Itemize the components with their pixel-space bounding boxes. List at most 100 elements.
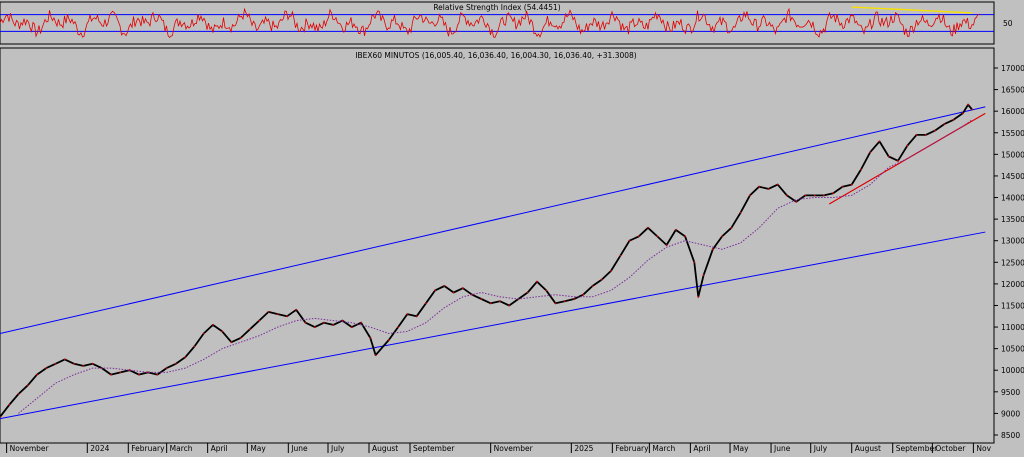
price-point <box>526 291 529 294</box>
x-tick-label: May <box>250 444 266 453</box>
price-point <box>369 337 372 339</box>
price-point <box>508 304 511 307</box>
y-tick-label: 8500 <box>1001 431 1020 440</box>
price-point <box>869 151 872 154</box>
price-point <box>600 278 603 281</box>
channel-line-upper <box>0 106 986 335</box>
price-point <box>610 270 612 272</box>
price-point <box>897 159 899 162</box>
rsi-tick-label: 50 <box>1003 19 1013 28</box>
price-point <box>397 326 399 328</box>
price-point <box>17 393 20 395</box>
x-tick-label: February <box>131 444 165 453</box>
x-tick-label: August <box>372 444 398 453</box>
trendline-layer <box>0 106 986 420</box>
x-tick-label: July <box>813 444 828 453</box>
price-point <box>489 302 492 305</box>
price-point <box>323 321 325 324</box>
y-tick-label: 11000 <box>1001 323 1024 332</box>
price-point <box>0 416 1 418</box>
price-point <box>175 362 177 365</box>
rsi-frame <box>0 1 995 45</box>
series-layer <box>0 103 973 418</box>
y-tick-label: 16000 <box>1001 107 1024 116</box>
price-point <box>406 313 409 315</box>
price-point <box>619 254 622 257</box>
price-point <box>73 362 75 365</box>
price-point <box>628 239 631 242</box>
price-point <box>230 341 233 344</box>
y-tick-label: 12000 <box>1001 280 1024 289</box>
price-point <box>295 308 298 311</box>
y-tick-label: 15500 <box>1001 129 1024 138</box>
price-point <box>304 321 307 324</box>
price-point <box>656 235 659 238</box>
price-point <box>26 384 29 387</box>
y-tick-label: 9000 <box>1001 409 1020 418</box>
x-tick-label: June <box>290 444 308 453</box>
price-point <box>119 371 122 374</box>
price-point <box>665 244 668 246</box>
price-point <box>674 229 677 231</box>
x-tick-label: November <box>494 444 534 453</box>
price-point <box>697 295 700 298</box>
price-point <box>915 134 918 136</box>
y-tick-label: 17000 <box>1001 64 1024 73</box>
price-point <box>721 235 723 238</box>
price-point <box>841 185 844 188</box>
y-axis: 8500 9000 9500 10000 10500 11000 11500 12000 125… <box>994 64 1024 440</box>
price-point <box>350 326 353 328</box>
price-point <box>702 274 705 277</box>
x-tick-label: 2025 <box>574 444 593 453</box>
channel-line-lower <box>0 231 986 420</box>
price-point <box>887 155 890 158</box>
price-point <box>924 134 927 136</box>
price-point <box>730 226 733 229</box>
price-point <box>184 356 187 359</box>
price-point <box>165 367 168 369</box>
price-point <box>795 200 798 203</box>
rsi-divergence-line <box>851 6 973 14</box>
x-tick-label: September <box>413 444 455 453</box>
x-tick-label: March <box>170 444 193 453</box>
rsi-title: Relative Strength Index (54.4451) <box>433 3 560 12</box>
rsi-panel: Relative Strength Index (54.4451) 50 <box>0 1 1013 45</box>
price-point <box>452 291 455 294</box>
y-tick-label: 12500 <box>1001 258 1024 267</box>
price-point <box>967 103 969 106</box>
price-point <box>499 300 501 303</box>
moving-average-line <box>18 119 973 414</box>
price-point <box>832 192 835 195</box>
price-point <box>971 108 973 111</box>
y-tick-label: 14000 <box>1001 194 1024 203</box>
price-point <box>573 298 575 300</box>
price-point <box>739 211 742 214</box>
y-tick-label: 14500 <box>1001 172 1024 181</box>
price-point <box>637 235 640 238</box>
price-point <box>563 300 566 303</box>
price-point <box>425 302 427 305</box>
price-point <box>480 298 483 300</box>
price-point <box>313 326 316 328</box>
price-point <box>823 194 825 197</box>
price-point <box>758 185 760 188</box>
y-tick-label: 9500 <box>1001 388 1020 397</box>
price-point <box>906 144 909 147</box>
price-point <box>647 226 649 229</box>
price-point <box>221 330 224 333</box>
x-tick-label: Nov <box>976 444 991 453</box>
price-point <box>536 280 538 283</box>
price-point <box>684 235 686 238</box>
price-point <box>193 345 196 348</box>
y-tick-label: 11500 <box>1001 301 1024 310</box>
price-point <box>202 332 205 335</box>
price-point <box>591 285 594 287</box>
x-tick-label: August <box>855 444 881 453</box>
price-point <box>776 183 779 186</box>
price-point <box>360 321 362 324</box>
price-panel: IBEX60 MINUTOS (16,005.40, 16,036.40, 16… <box>0 47 1024 453</box>
rsi-line <box>0 7 980 38</box>
price-point <box>415 315 418 318</box>
